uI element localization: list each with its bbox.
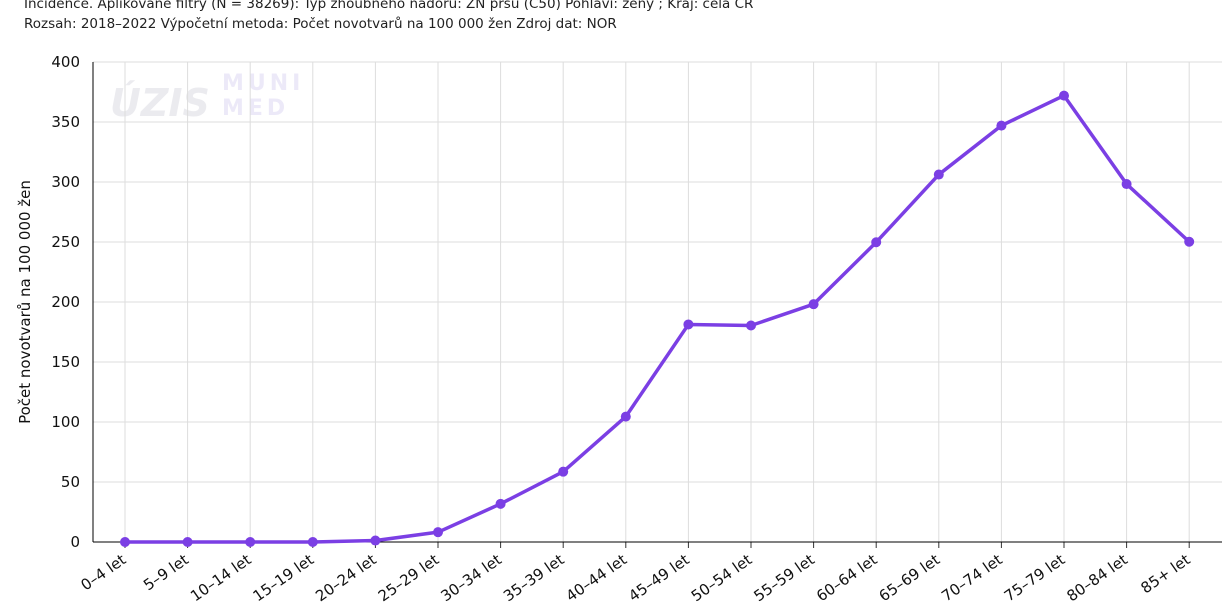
- x-tick-label: 70–74 let: [938, 550, 1006, 605]
- y-tick-label: 200: [51, 293, 80, 311]
- data-point[interactable]: [1184, 236, 1195, 247]
- y-axis-label: Počet novotvarů na 100 000 žen: [16, 180, 34, 424]
- x-tick-label: 25–29 let: [375, 550, 443, 605]
- y-tick-label: 350: [51, 113, 80, 131]
- data-point[interactable]: [558, 466, 569, 477]
- x-tick-label: 80–84 let: [1063, 550, 1131, 605]
- data-point[interactable]: [871, 237, 882, 248]
- x-tick-label: 45–49 let: [625, 550, 693, 605]
- data-point[interactable]: [996, 120, 1007, 131]
- x-tick-label: 35–39 let: [500, 550, 568, 605]
- chart-header: Incidence. Aplikované filtry (N = 38269)…: [24, 0, 753, 34]
- y-tick-label: 250: [51, 233, 80, 251]
- x-tick-label: 20–24 let: [312, 550, 380, 605]
- x-tick-label: 85+ let: [1138, 550, 1194, 597]
- data-point[interactable]: [933, 169, 944, 180]
- axes: [92, 62, 1222, 548]
- y-tick-label: 150: [51, 353, 80, 371]
- data-point[interactable]: [620, 411, 631, 422]
- data-point[interactable]: [433, 527, 443, 538]
- x-tick-label: 10–14 let: [187, 550, 255, 605]
- y-tick-label: 50: [61, 473, 80, 491]
- grid: [93, 61, 1222, 542]
- y-tick-label: 400: [51, 53, 80, 71]
- watermark-muni: MUNI: [222, 71, 304, 96]
- x-tick-label: 60–64 let: [813, 550, 881, 605]
- filter-description: Incidence. Aplikované filtry (N = 38269)…: [24, 0, 754, 12]
- data-point[interactable]: [683, 319, 694, 330]
- data-point[interactable]: [495, 498, 506, 509]
- data-point[interactable]: [120, 537, 130, 547]
- x-tick-label: 75–79 let: [1001, 550, 1069, 605]
- series-line: [123, 93, 1191, 544]
- data-point[interactable]: [746, 320, 756, 331]
- y-tick-label: 100: [51, 413, 80, 431]
- watermark-uzis: ÚZIS: [110, 81, 210, 125]
- data-point[interactable]: [182, 537, 193, 547]
- data-point[interactable]: [245, 537, 256, 547]
- x-tick-label: 5–9 let: [140, 550, 192, 594]
- x-tick-label: 30–34 let: [437, 550, 505, 605]
- x-tick-label: 65–69 let: [876, 550, 944, 605]
- x-tick-label: 40–44 let: [563, 550, 631, 605]
- series-group: [120, 90, 1195, 547]
- x-tick-label: 15–19 let: [250, 550, 318, 605]
- y-tick-label: 300: [51, 173, 80, 191]
- watermark-med: MED: [222, 96, 289, 121]
- x-tick-label: 50–54 let: [688, 550, 756, 605]
- data-point[interactable]: [1121, 179, 1132, 190]
- x-tick-label: 0–4 let: [77, 550, 129, 594]
- data-point[interactable]: [1059, 90, 1069, 101]
- data-point[interactable]: [808, 299, 819, 310]
- x-tick-label: 55–59 let: [750, 550, 818, 605]
- watermark: ÚZIS MUNI MED: [110, 71, 304, 125]
- data-point[interactable]: [307, 537, 318, 547]
- data-point[interactable]: [370, 535, 381, 546]
- range-description: Rozsah: 2018–2022 Výpočetní metoda: Poče…: [24, 16, 617, 32]
- y-tick-labels: 0 50 100 150 200 250 300 350 400: [51, 53, 80, 551]
- y-tick-label: 0: [70, 533, 80, 551]
